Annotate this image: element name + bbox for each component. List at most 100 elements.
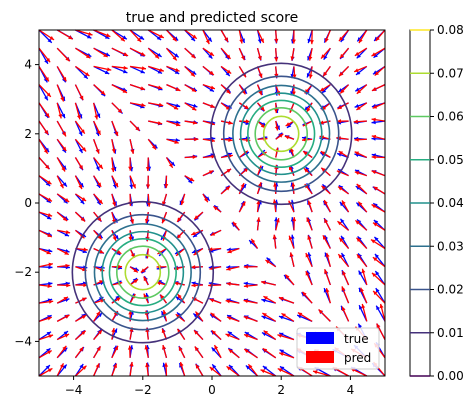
quiver-arrow-pred <box>220 65 232 75</box>
quiver-arrow-pred <box>213 344 222 359</box>
quiver-arrow-pred <box>319 84 331 92</box>
quiver-arrow-pred <box>75 247 88 252</box>
contour-ring <box>84 213 202 331</box>
quiver-arrow-pred <box>38 247 52 255</box>
quiver-arrow-pred <box>243 264 258 269</box>
quiver-arrow-pred <box>303 167 313 177</box>
quiver-arrow-pred <box>238 84 246 95</box>
quiver-arrow-pred <box>74 330 87 341</box>
quiver-arrow-pred <box>256 48 262 61</box>
quiver-arrow-pred <box>140 266 149 273</box>
colorbar-tick-label: 0.06 <box>437 110 464 124</box>
legend-swatch-true <box>306 332 334 344</box>
y-tick-label: −2 <box>14 265 32 279</box>
quiver-arrow-pred <box>323 199 331 213</box>
quiver-arrow-pred <box>357 201 368 213</box>
quiver-arrow-pred <box>75 65 90 77</box>
quiver-arrow-true <box>374 253 386 268</box>
quiver-arrow-pred <box>361 268 368 286</box>
quiver-arrow-pred <box>148 65 165 72</box>
quiver-arrow-pred <box>93 29 111 38</box>
quiver-arrow-pred <box>127 345 132 358</box>
quiver-arrow-pred <box>358 29 368 44</box>
quiver-arrow-pred <box>306 102 313 113</box>
quiver-arrow-pred <box>178 346 186 359</box>
quiver-arrow-pred <box>228 348 240 359</box>
quiver-arrow-pred <box>93 47 109 58</box>
quiver-arrow-pred <box>111 345 119 359</box>
quiver-arrow-pred <box>371 203 386 213</box>
quiver-arrow-pred <box>56 29 74 40</box>
quiver-arrow-pred <box>324 29 331 43</box>
quiver-arrow-pred <box>277 368 295 377</box>
quiver-arrow-pred <box>111 84 128 94</box>
quiver-arrow-pred <box>75 283 88 288</box>
quiver-arrow-pred <box>93 65 112 72</box>
quiver-arrow-pred <box>195 364 204 377</box>
quiver-arrow-pred <box>93 193 104 205</box>
quiver-arrow-pred <box>250 238 259 249</box>
quiver-arrow-pred <box>111 65 128 70</box>
quiver-arrow-pred <box>288 235 295 249</box>
quiver-arrow-pred <box>290 48 295 61</box>
quiver-arrow-pred <box>56 296 69 304</box>
quiver-arrow-pred <box>191 283 203 288</box>
quiver-arrow-pred <box>243 348 258 359</box>
quiver-arrow-pred <box>322 234 331 249</box>
quiver-arrow-pred <box>148 102 164 107</box>
quiver-arrow-pred <box>238 47 246 61</box>
y-tick-label: 4 <box>24 58 32 72</box>
quiver-arrow-true <box>38 84 49 101</box>
quiver-arrow-pred <box>56 314 70 322</box>
quiver-arrow-pred <box>360 287 368 304</box>
quiver-arrow-pred <box>232 221 240 231</box>
quiver-arrow-pred <box>371 170 386 177</box>
quiver-arrow-pred <box>337 119 349 124</box>
quiver-arrow-pred <box>74 346 84 359</box>
quiver-arrow-pred <box>339 47 350 59</box>
quiver-arrow-pred <box>56 102 63 119</box>
quiver-arrow-pred <box>371 84 386 92</box>
colorbar-tick-label: 0.02 <box>437 283 464 297</box>
quiver-arrow-pred <box>274 29 279 43</box>
legend-label-true: true <box>344 332 369 346</box>
quiver-arrow-pred <box>338 29 350 42</box>
quiver-arrow-pred <box>164 175 169 189</box>
quiver-arrow-pred <box>262 347 277 359</box>
quiver-arrow-pred <box>210 229 222 237</box>
quiver-arrow-pred <box>38 47 51 63</box>
x-tick-label: −2 <box>134 383 152 397</box>
y-tick-label: −4 <box>14 334 32 348</box>
quiver-arrow-pred <box>291 29 296 44</box>
quiver-arrow-pred <box>56 193 70 203</box>
quiver-arrow-pred <box>147 138 157 150</box>
quiver-arrow-pred <box>260 280 276 286</box>
quiver-arrow-pred <box>38 316 52 322</box>
quiver-arrow-pred <box>289 252 295 267</box>
quiver-arrow-pred <box>305 252 313 268</box>
quiver-arrow-pred <box>202 154 216 159</box>
quiver-arrow-pred <box>38 299 54 304</box>
quiver-arrow-pred <box>309 29 314 45</box>
quiver-arrow-pred <box>56 157 66 172</box>
quiver-arrow-pred <box>75 29 93 36</box>
quiver-arrow-pred <box>226 281 240 286</box>
quiver-arrow-pred <box>354 219 368 231</box>
quiver-arrow-pred <box>193 329 204 341</box>
quiver-arrow-pred <box>374 65 386 76</box>
quiver-arrow-pred <box>56 247 70 256</box>
quiver-arrow-pred <box>57 283 71 288</box>
quiver-arrow-pred <box>243 299 258 304</box>
quiver-arrow-pred <box>202 29 210 45</box>
quiver-arrow-pred <box>372 290 386 304</box>
quiver-arrow-pred <box>166 84 181 92</box>
quiver-arrow-pred <box>75 297 87 304</box>
quiver-arrow-pred <box>202 65 215 76</box>
quiver-arrow-pred <box>129 102 146 107</box>
quiver-arrow-pred <box>238 182 245 195</box>
quiver-arrow-pred <box>257 120 266 129</box>
colorbar-tick-label: 0.05 <box>437 153 464 167</box>
quiver-arrow-pred <box>292 217 297 231</box>
quiver-arrow-pred <box>320 167 331 177</box>
quiver-arrow-pred <box>274 120 279 131</box>
